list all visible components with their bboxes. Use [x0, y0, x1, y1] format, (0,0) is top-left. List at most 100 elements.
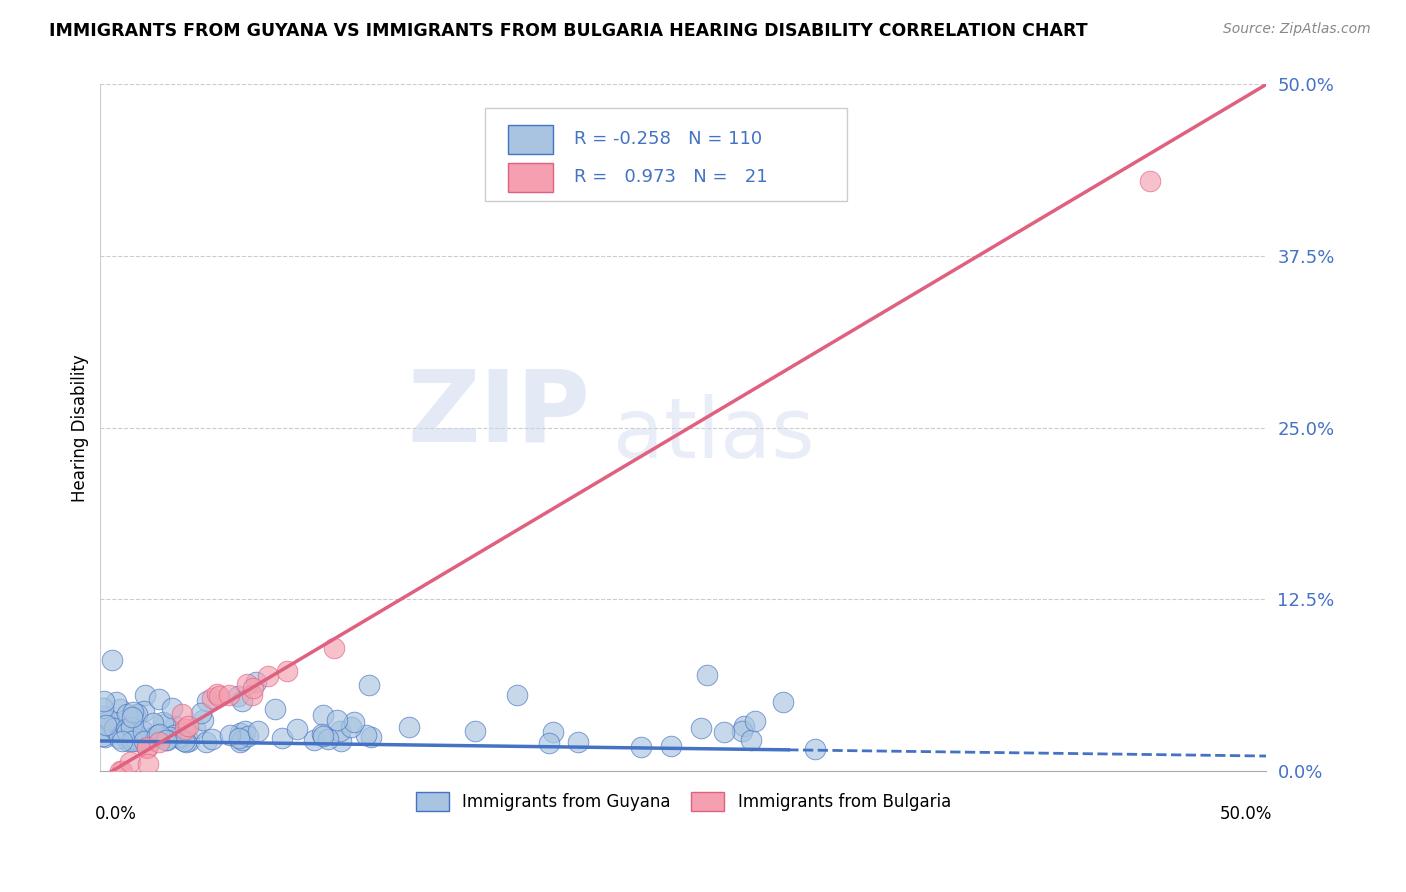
Point [630, 740, 652, 755]
Point [132, 734, 155, 748]
Text: R =   0.973   N =   21: R = 0.973 N = 21 [574, 169, 768, 186]
Point [177, 718, 200, 732]
Point [93, 694, 115, 708]
Point [153, 716, 176, 731]
Point [236, 677, 259, 691]
Point [159, 730, 181, 744]
Point [357, 677, 380, 691]
Point [111, 733, 134, 747]
Point [124, 734, 146, 748]
Point [311, 727, 333, 741]
Text: R = -0.258   N = 110: R = -0.258 N = 110 [574, 130, 762, 148]
Point [134, 688, 156, 702]
Point [506, 688, 529, 702]
Point [156, 731, 179, 745]
Point [285, 722, 308, 736]
Text: 50.0%: 50.0% [1220, 805, 1272, 823]
Point [696, 668, 718, 682]
Point [93, 730, 115, 744]
Point [246, 724, 269, 739]
Point [117, 731, 139, 746]
Point [398, 720, 420, 734]
Point [228, 689, 250, 703]
Point [120, 720, 142, 734]
Point [117, 733, 139, 747]
Point [162, 701, 184, 715]
Point [93, 709, 115, 723]
Point [129, 732, 152, 747]
Point [340, 720, 363, 734]
Point [240, 689, 263, 703]
Point [731, 723, 754, 738]
Point [121, 710, 143, 724]
Point [328, 724, 350, 739]
Text: ZIP: ZIP [408, 366, 591, 463]
Point [121, 734, 143, 748]
Point [108, 764, 131, 779]
Text: IMMIGRANTS FROM GUYANA VS IMMIGRANTS FROM BULGARIA HEARING DISABILITY CORRELATIO: IMMIGRANTS FROM GUYANA VS IMMIGRANTS FRO… [49, 22, 1088, 40]
Point [360, 730, 382, 744]
Point [108, 702, 131, 716]
Point [91, 701, 114, 715]
Point [733, 719, 755, 733]
Point [661, 739, 683, 753]
Point [541, 725, 564, 739]
Point [170, 731, 193, 746]
Point [343, 714, 366, 729]
Point [228, 731, 250, 746]
Point [163, 728, 186, 742]
Point [129, 732, 152, 747]
Point [567, 734, 589, 748]
Point [127, 707, 149, 722]
Point [201, 690, 224, 705]
Point [191, 713, 214, 727]
Point [690, 721, 713, 735]
Point [165, 719, 187, 733]
Point [190, 706, 212, 721]
Point [111, 764, 134, 779]
Point [312, 729, 335, 743]
Point [167, 731, 190, 745]
Point [326, 714, 349, 728]
Point [233, 723, 256, 738]
Point [152, 714, 174, 729]
Point [184, 721, 207, 735]
Point [312, 707, 335, 722]
Point [124, 708, 146, 723]
Point [229, 735, 252, 749]
Point [316, 731, 339, 746]
Point [242, 681, 264, 695]
Point [1139, 173, 1161, 187]
Point [136, 741, 159, 756]
Point [174, 735, 197, 749]
Y-axis label: Hearing Disability: Hearing Disability [72, 354, 89, 501]
Point [136, 739, 159, 754]
Point [276, 664, 298, 678]
Point [148, 691, 170, 706]
Point [139, 733, 162, 747]
Point [330, 733, 353, 747]
Point [148, 727, 170, 741]
Point [264, 701, 287, 715]
Point [128, 731, 150, 746]
Point [177, 734, 200, 748]
Point [208, 689, 231, 703]
Point [173, 722, 195, 736]
Point [245, 675, 267, 690]
Legend: Immigrants from Guyana, Immigrants from Bulgaria: Immigrants from Guyana, Immigrants from … [409, 785, 957, 818]
Point [146, 728, 169, 742]
Point [744, 714, 766, 729]
Point [118, 755, 141, 769]
Point [155, 732, 177, 747]
Point [156, 732, 179, 747]
Point [111, 727, 134, 741]
Point [231, 732, 253, 747]
Point [148, 734, 170, 748]
Point [127, 729, 149, 743]
Point [538, 736, 561, 750]
Point [231, 693, 253, 707]
Point [302, 733, 325, 747]
Point [103, 722, 125, 736]
Point [91, 729, 114, 743]
Point [135, 731, 157, 745]
